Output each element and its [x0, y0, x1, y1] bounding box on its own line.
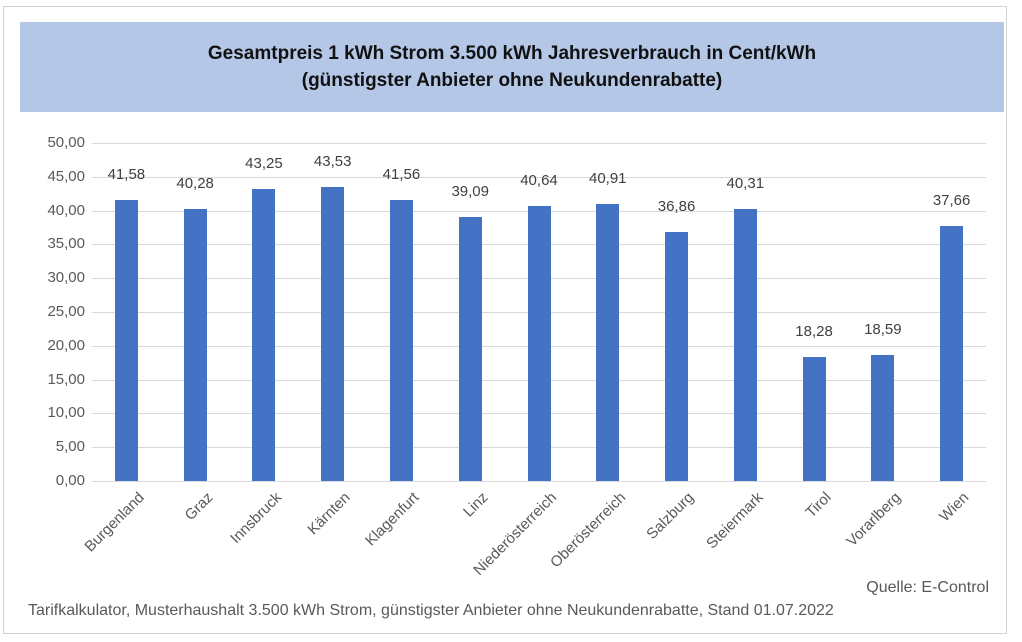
y-axis-tick-label: 5,00 [55, 438, 85, 456]
bar-value-label: 37,66 [932, 192, 971, 210]
x-category-label: Salzburg [643, 489, 698, 543]
x-category-label: Innsbruck [226, 489, 285, 548]
bar [458, 216, 482, 481]
x-category-label: Burgenland [81, 489, 148, 556]
bar-value-label: 40,64 [520, 172, 558, 190]
bar-value-label: 43,25 [245, 154, 283, 172]
bar [802, 357, 826, 481]
bar [183, 208, 207, 481]
bar [114, 199, 138, 481]
bar [665, 231, 689, 481]
bar-value-label: 36,86 [657, 197, 696, 215]
x-category-label: Graz [181, 489, 217, 525]
bar-value-label: 40,31 [726, 174, 765, 192]
bar-value-label: 39,09 [451, 182, 489, 200]
bar [596, 204, 620, 481]
bar-value-label: 43,53 [313, 152, 352, 170]
y-axis-tick-label: 15,00 [47, 370, 85, 388]
footnote: Tarifkalkulator, Musterhaushalt 3.500 kW… [28, 602, 834, 619]
source-credit: Quelle: E-Control [866, 579, 989, 596]
bar [321, 186, 345, 481]
x-category-label: Tirol [802, 489, 836, 522]
bar-value-label: 41,58 [107, 165, 146, 183]
x-category-label: Linz [459, 489, 492, 521]
bar [733, 208, 757, 481]
y-axis-tick-label: 10,00 [47, 404, 85, 422]
y-axis-tick-label: 50,00 [47, 134, 85, 151]
y-axis-tick-label: 0,00 [55, 472, 85, 489]
bar-value-label: 40,28 [176, 174, 214, 192]
bar-value-label: 18,28 [795, 323, 833, 341]
x-category-label: Vorarlberg [842, 489, 904, 550]
bar [940, 226, 964, 481]
chart-title-box: Gesamtpreis 1 kWh Strom 3.500 kWh Jahres… [20, 22, 1004, 112]
y-gridline [92, 481, 986, 482]
bar-value-label: 40,91 [588, 170, 627, 188]
chart-title-line-2: (günstigster Anbieter ohne Neukundenraba… [301, 70, 723, 91]
x-category-label: Wien [936, 489, 973, 526]
bar [389, 200, 413, 481]
y-axis-tick-label: 25,00 [47, 303, 85, 320]
bar [527, 206, 551, 481]
y-gridline [92, 176, 986, 178]
x-category-label: Klagenfurt [362, 489, 423, 550]
y-axis-tick-label: 40,00 [47, 201, 85, 219]
x-category-label: Steiermark [703, 489, 767, 553]
bar [871, 355, 895, 481]
bar-value-label: 18,59 [864, 321, 902, 339]
bar [252, 188, 276, 481]
chart-title-line-1: Gesamtpreis 1 kWh Strom 3.500 kWh Jahres… [207, 43, 817, 64]
x-category-label: Kärnten [304, 489, 354, 539]
y-gridline [92, 143, 986, 144]
y-axis-tick-label: 20,00 [47, 336, 85, 354]
y-axis-tick-label: 30,00 [47, 269, 85, 287]
y-axis-tick-label: 35,00 [47, 235, 85, 253]
bar-value-label: 41,56 [382, 166, 421, 184]
y-axis-tick-label: 45,00 [47, 167, 85, 185]
